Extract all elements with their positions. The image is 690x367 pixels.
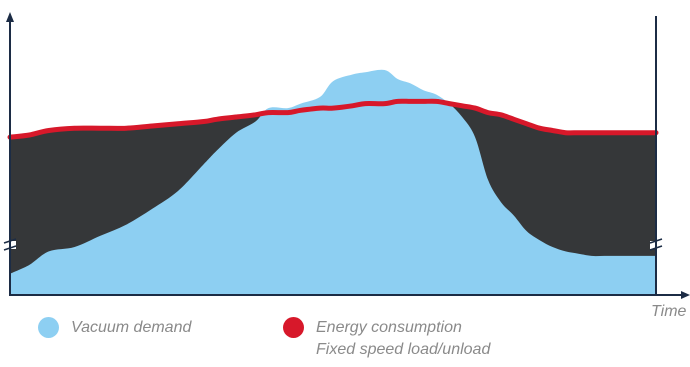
energy-consumption-swatch-icon — [283, 317, 304, 338]
energy-consumption-line — [7, 98, 659, 140]
legend-item-energy-consumption: Energy consumption Fixed speed load/unlo… — [283, 317, 490, 361]
legend-label-energy-main: Energy consumption — [316, 319, 462, 336]
legend-item-vacuum-demand: Vacuum demand — [38, 317, 191, 339]
x-axis-arrow-icon — [681, 291, 690, 299]
vacuum-demand-area — [10, 69, 656, 295]
x-axis-title: Time — [651, 303, 687, 320]
vacuum-demand-swatch-icon — [38, 317, 59, 338]
y-axis-arrow-icon — [6, 12, 14, 22]
legend-label-energy-consumption: Energy consumption Fixed speed load/unlo… — [316, 317, 490, 361]
legend-label-energy-sub: Fixed speed load/unload — [316, 341, 491, 358]
legend-label-vacuum-demand: Vacuum demand — [71, 319, 192, 336]
